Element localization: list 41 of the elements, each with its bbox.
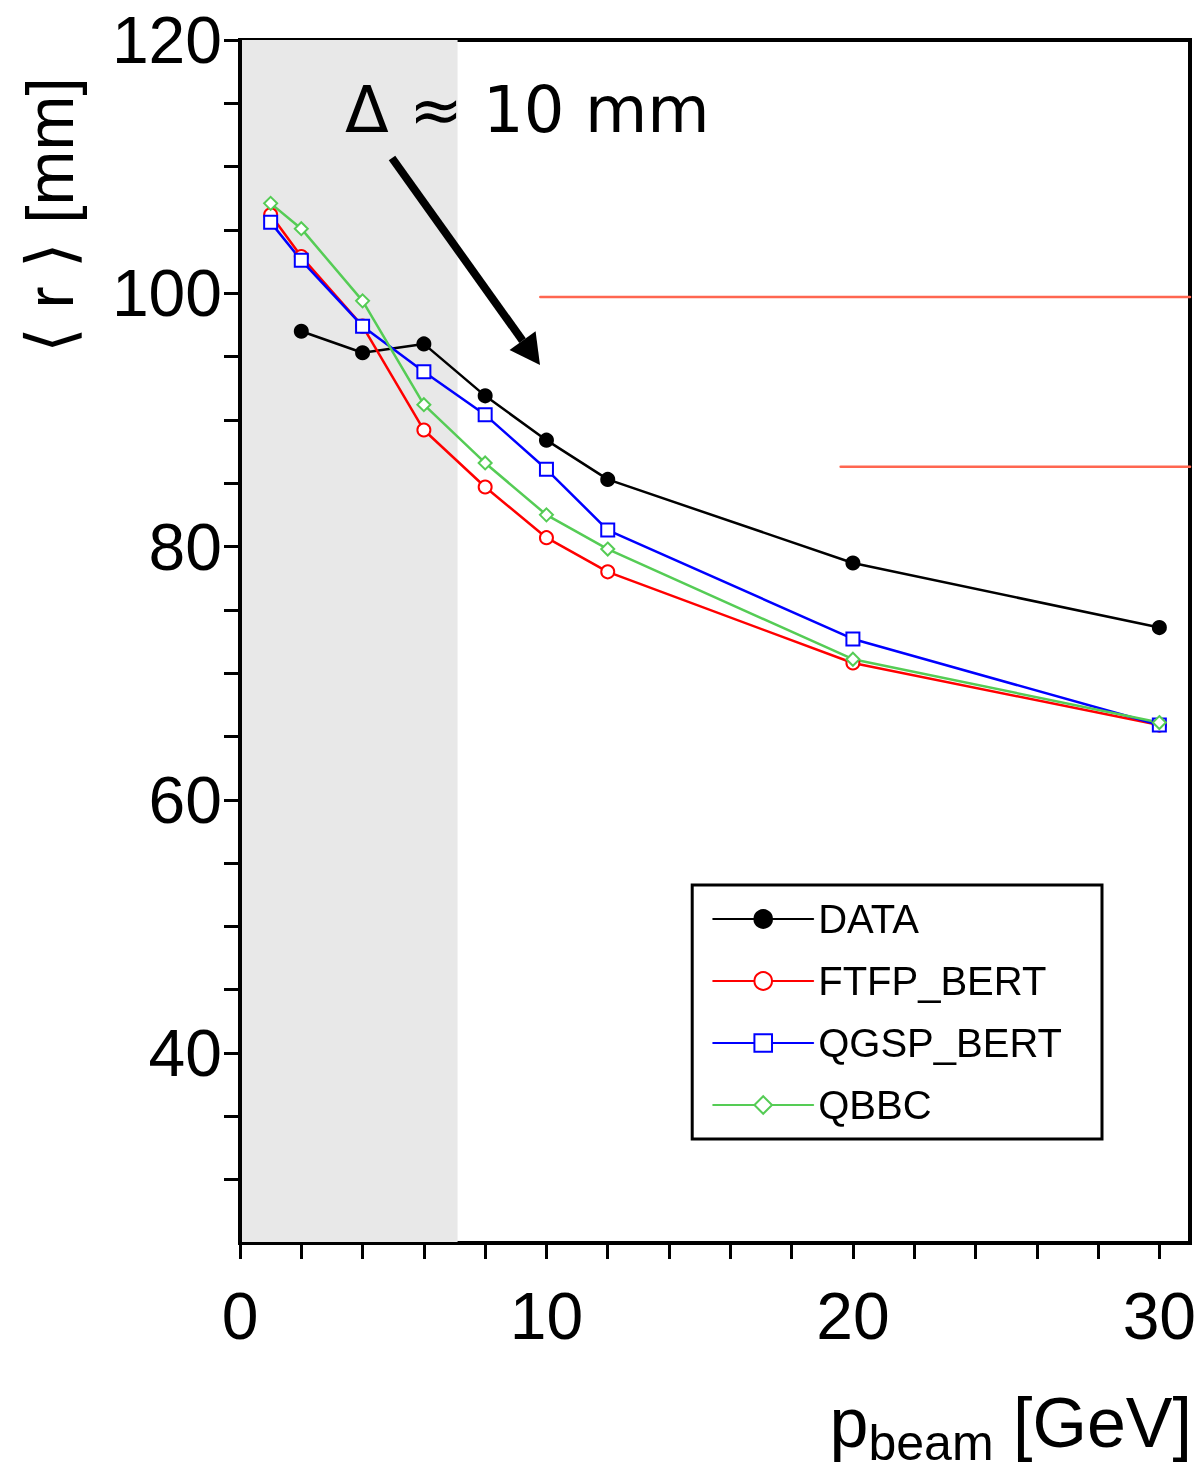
point [263,214,279,230]
point [355,345,371,361]
point [538,461,554,477]
point [416,364,432,380]
point [845,631,861,647]
point [263,195,279,211]
point [845,651,861,667]
point [538,507,554,523]
y-tick-label: 60 [148,762,222,837]
point [600,471,616,487]
point [416,397,432,413]
point [600,541,616,557]
legend-label: DATA [818,897,920,941]
point [416,336,432,352]
legend-label: FTFP_BERT [818,959,1047,1003]
point [477,407,493,423]
y-axis-title: ⟨ r ⟩ [mm] [13,77,87,353]
point [538,432,554,448]
x-tick-label: 20 [816,1279,890,1353]
point [477,388,493,404]
legend-label: QGSP_BERT [818,1021,1063,1065]
annotation: Δ ≈ 10 mm [345,73,710,147]
point [845,555,861,571]
point [293,323,309,339]
point [477,455,493,471]
point [1151,620,1167,636]
point [416,422,432,438]
point [538,530,554,546]
x-tick-label: 10 [509,1279,584,1353]
point [293,221,309,237]
point [600,564,616,580]
legend-label: QBBC [818,1083,932,1127]
point [600,522,616,538]
y-tick-label: 80 [148,509,222,584]
y-tick-label: 40 [148,1016,222,1091]
point [477,479,493,495]
x-tick-label: 30 [1122,1279,1197,1353]
y-tick-label: 100 [111,256,222,331]
y-tick-label: 120 [111,3,222,77]
point [355,293,371,309]
x-tick-label: 0 [221,1279,259,1353]
